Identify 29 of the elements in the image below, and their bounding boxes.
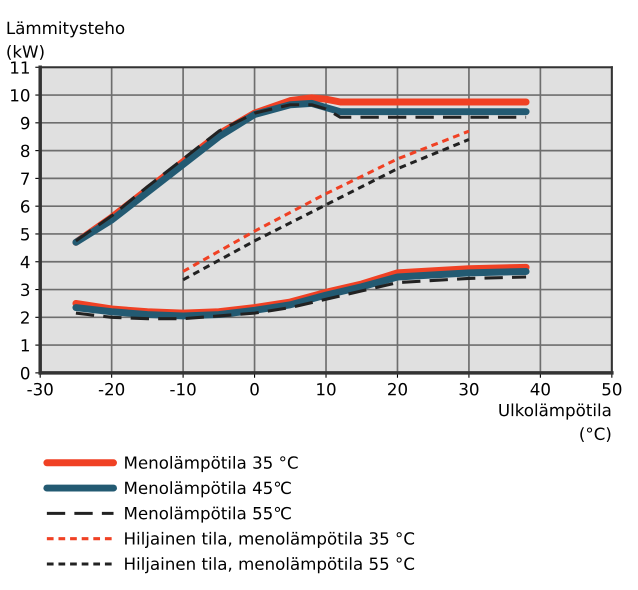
y-tick-label: 3 (21, 283, 30, 296)
x-tick-label: 20 (388, 382, 407, 396)
x-tick-label: 40 (530, 382, 550, 396)
y-tick-label: 4 (20, 256, 30, 268)
legend-label: Hiljainen tila, menolämpötila 35 °C (125, 532, 414, 548)
legend-label: Menolämpötila 35 °C (125, 456, 298, 472)
x-axis-title: Ulkolämpötila (°C) (499, 403, 610, 442)
y-axis-title: Lämmitysteho (kW) (7, 21, 124, 60)
y-tick-label: 10 (11, 89, 30, 102)
y-tick-label: 5 (21, 228, 30, 241)
legend-label: Menolämpötila 45℃ (125, 481, 291, 498)
x-tick-label: 50 (602, 382, 622, 396)
y-tick-label: 6 (21, 200, 30, 213)
x-tick-label: -30 (27, 382, 53, 396)
y-tick-label: 11 (11, 61, 29, 74)
y-tick-label: 0 (20, 366, 30, 380)
y-tick-label: 9 (20, 116, 30, 130)
line-series (74, 275, 528, 320)
legend-label: Menolämpötila 55℃ (125, 506, 291, 523)
y-tick-label: 8 (21, 144, 30, 158)
x-tick-label: 0 (250, 382, 259, 396)
x-tick-label: -20 (98, 382, 124, 396)
y-tick-label: 1 (22, 339, 29, 352)
x-tick-label: 10 (317, 382, 336, 396)
y-tick-label: 7 (21, 172, 30, 185)
y-tick-label: 2 (21, 311, 29, 324)
x-tick-label: 30 (460, 382, 478, 396)
legend-label: Hiljainen tila, menolämpötila 55 °C (125, 557, 414, 574)
x-tick-label: -10 (170, 382, 196, 396)
